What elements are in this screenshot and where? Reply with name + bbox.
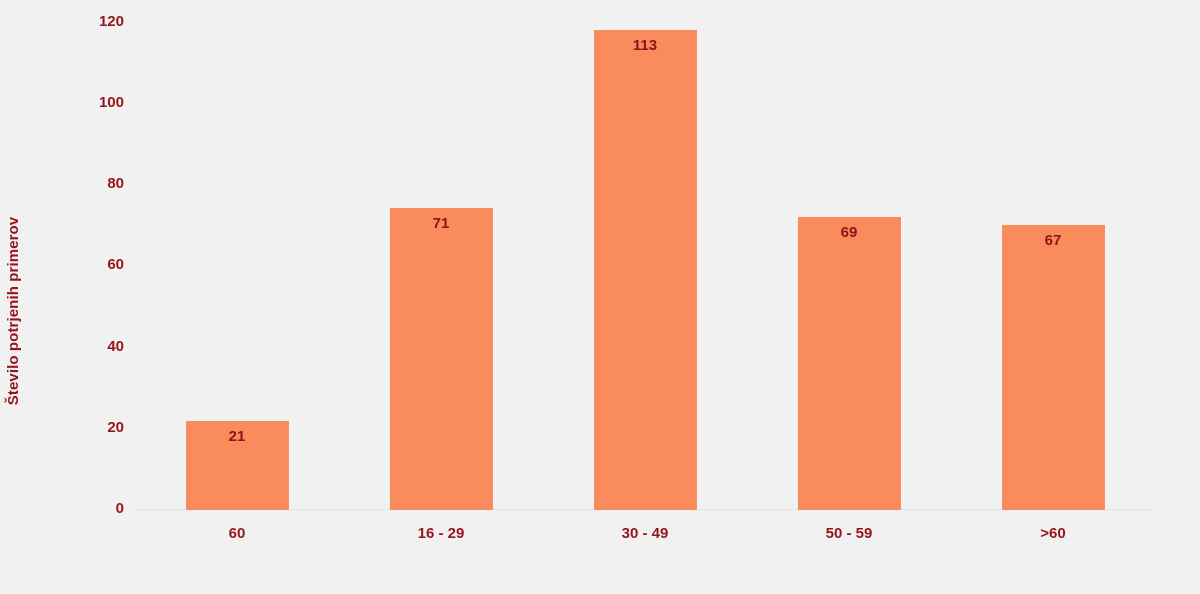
x-axis-label: 16 - 29 xyxy=(417,525,465,542)
bar[interactable]: 21 xyxy=(185,420,289,510)
bar-value-label: 67 xyxy=(1044,232,1062,250)
y-tick-60: 60 xyxy=(107,256,124,273)
y-tick-100: 100 xyxy=(98,94,124,111)
y-tick-40: 40 xyxy=(107,338,124,355)
bar[interactable]: 71 xyxy=(389,208,493,510)
y-tick-120: 120 xyxy=(98,13,124,30)
bar[interactable]: 67 xyxy=(1001,225,1105,510)
bar-value-label: 69 xyxy=(840,223,858,241)
x-axis-label: 50 - 59 xyxy=(825,525,873,542)
bar-value-label: 71 xyxy=(432,215,450,233)
bar-slot: 21 xyxy=(135,0,339,510)
x-axis-label: 60 xyxy=(228,525,246,542)
bar-slot: 69 xyxy=(747,0,951,510)
bar-slot: 71 xyxy=(339,0,543,510)
bar-value-label: 21 xyxy=(228,427,246,445)
bar-slot: 67 xyxy=(951,0,1155,510)
bar-slot: 113 xyxy=(543,0,747,510)
y-tick-20: 20 xyxy=(107,419,124,436)
y-axis-title-text: Število potrjenih primerov xyxy=(4,216,22,406)
bar-series: 21 71 113 69 67 xyxy=(135,0,1155,510)
x-axis-labels: 60 16 - 29 30 - 49 50 - 59 >60 xyxy=(135,524,1155,554)
bar[interactable]: 69 xyxy=(797,216,901,510)
y-axis-title: Število potrjenih primerov xyxy=(0,0,26,594)
bar-value-label: 113 xyxy=(632,36,658,54)
x-axis-label: >60 xyxy=(1040,525,1066,542)
y-tick-80: 80 xyxy=(107,175,124,192)
bar[interactable]: 113 xyxy=(593,29,697,510)
y-tick-0: 0 xyxy=(115,500,124,517)
x-axis-label: 30 - 49 xyxy=(621,525,669,542)
